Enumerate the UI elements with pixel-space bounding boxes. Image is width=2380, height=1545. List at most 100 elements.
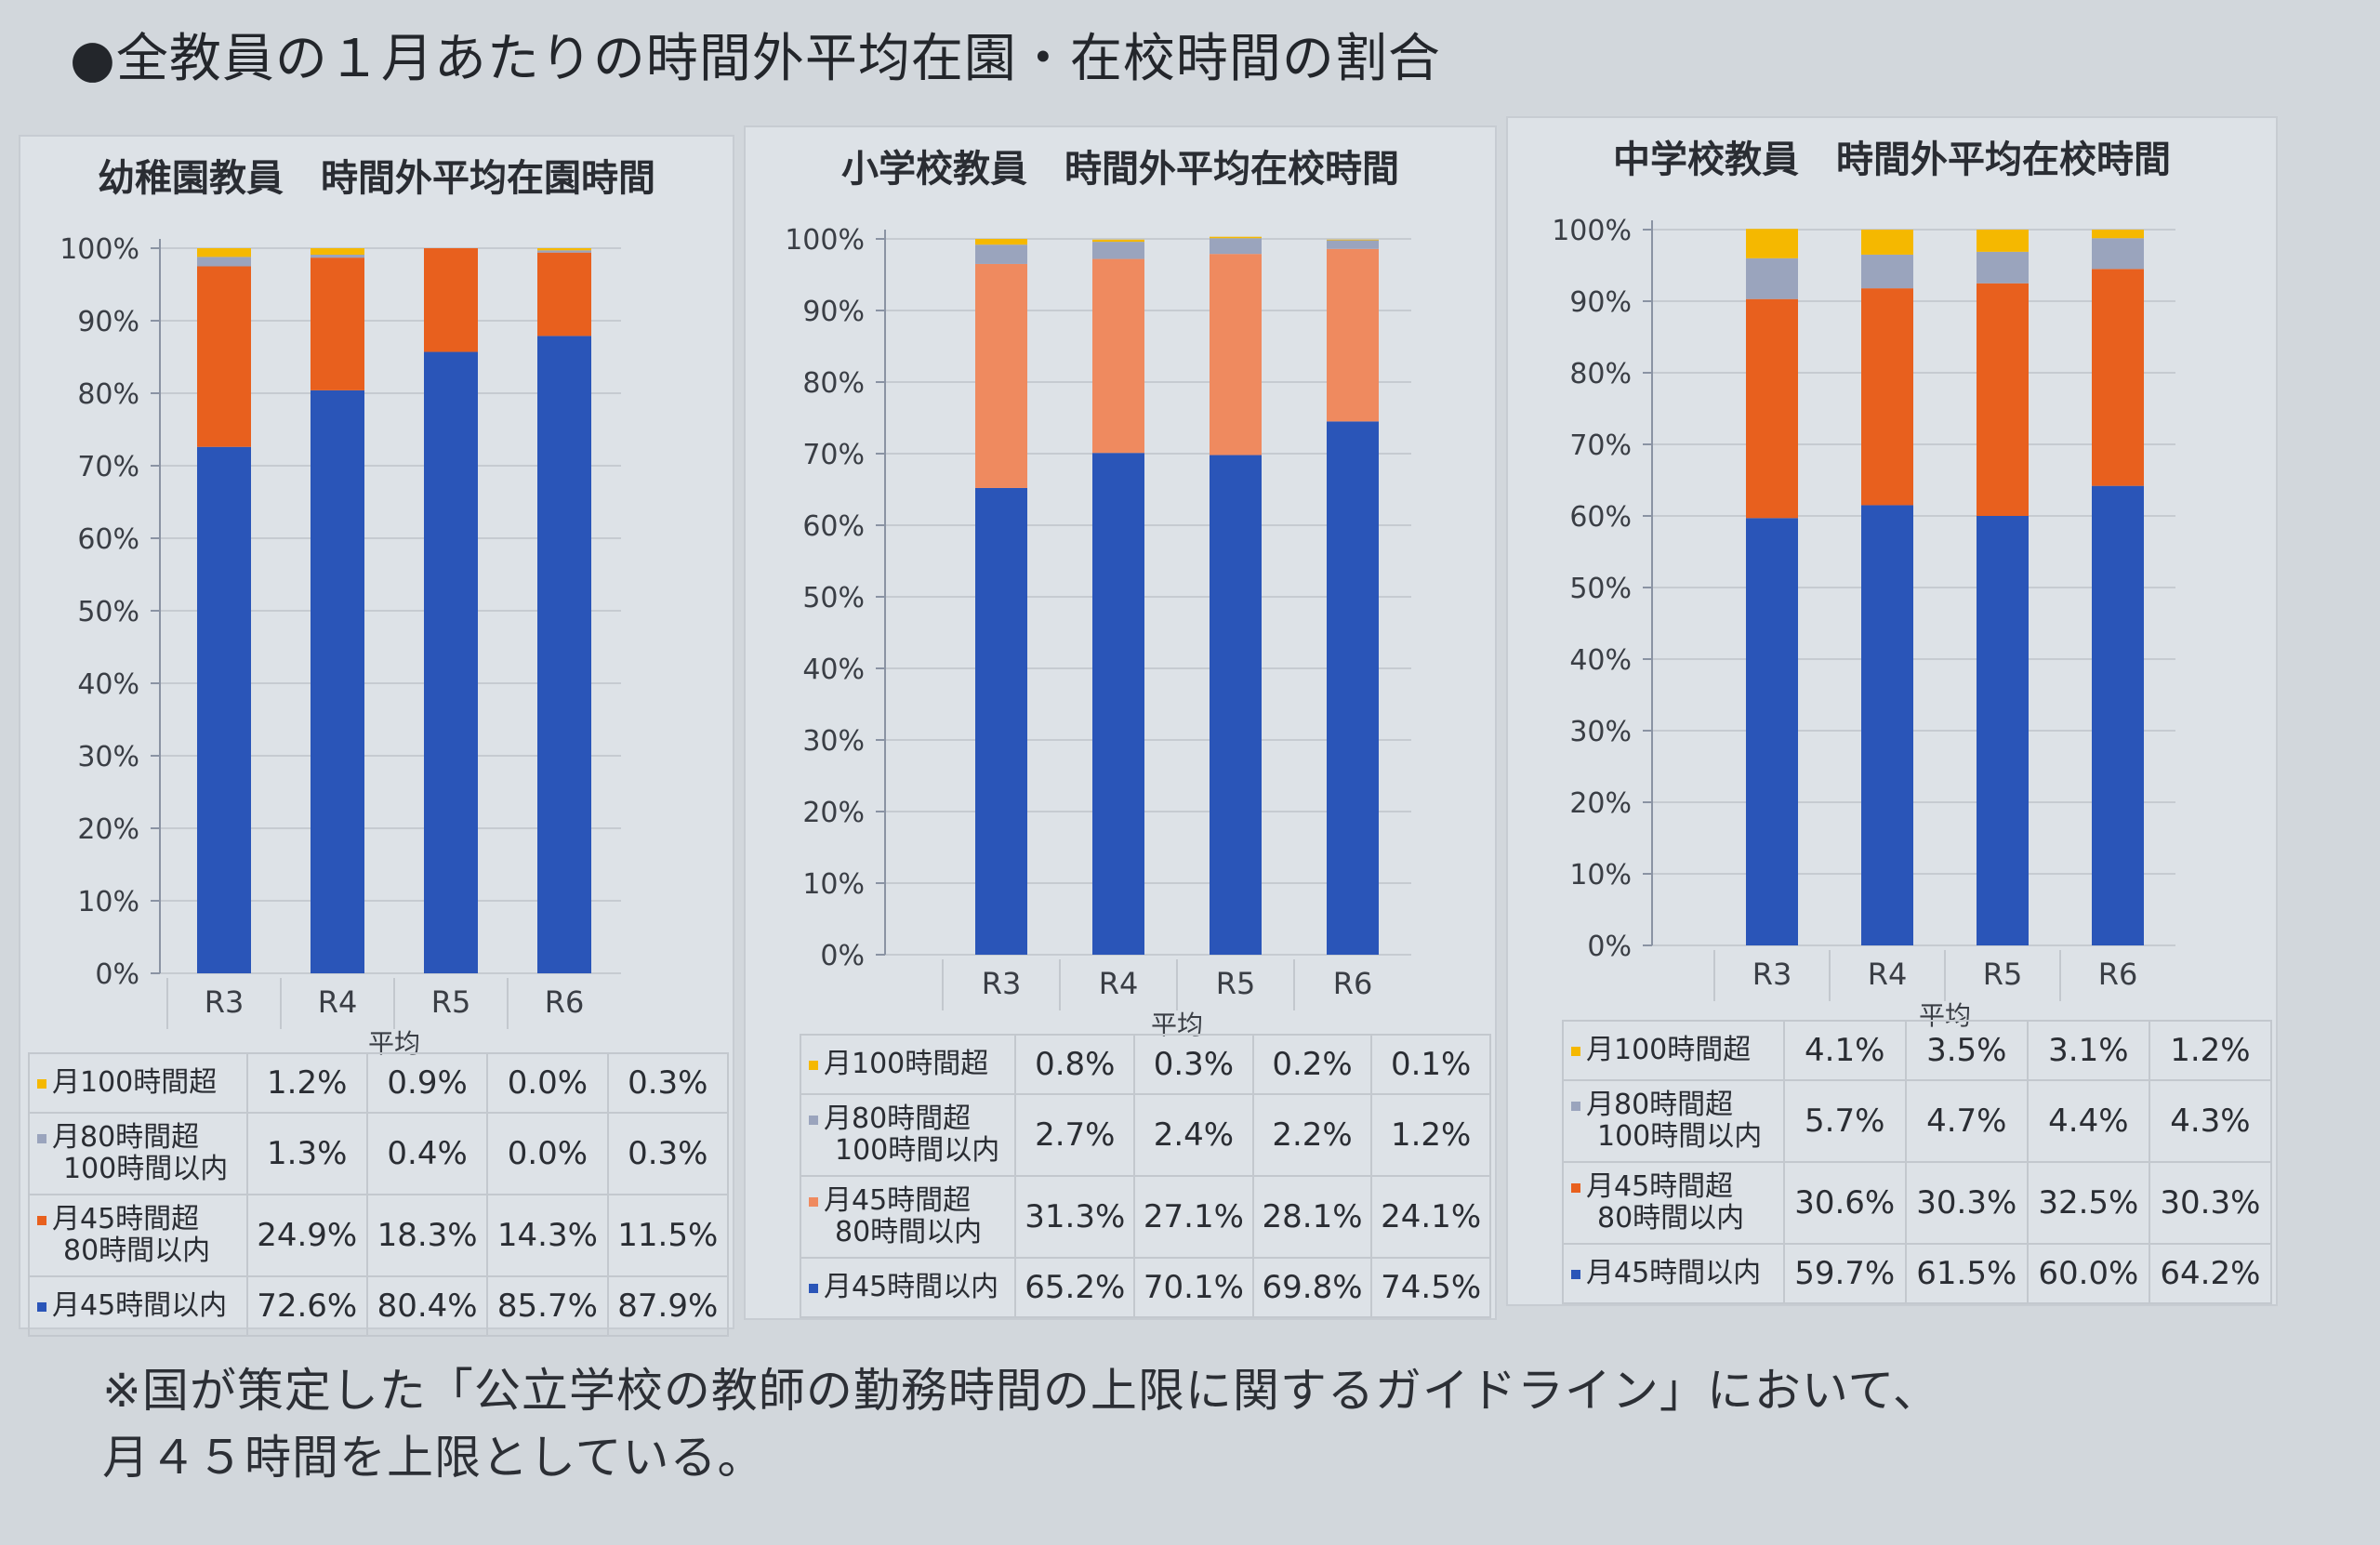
table-row: 月45時間以内 72.6% 80.4% 85.7% 87.9% [28,1275,730,1337]
bar-segment [2092,230,2144,239]
legend-label: 月100時間超 [28,1052,248,1114]
y-tick-label: 80% [802,367,865,400]
data-label: 2.4% [1133,1093,1254,1177]
legend-label-line: 月45時間超 [1571,1171,1778,1203]
legend-label: 月45時間以内 [1562,1243,1785,1304]
legend-label-line: 月80時間超 [37,1122,241,1154]
bar-segment [1092,453,1144,956]
x-tick-label: R3 [1752,957,1792,992]
data-label: 28.1% [1251,1175,1373,1259]
data-label: 1.2% [1370,1093,1491,1177]
x-tick-label: R4 [1099,966,1139,1001]
bar-segment [1327,239,1379,241]
legend-swatch [809,1060,818,1070]
data-label: 5.7% [1782,1079,1907,1163]
y-tick-label: 40% [802,654,865,686]
data-table: 月100時間超 1.2% 0.9% 0.0% 0.3% 月80時間超 100時間以内 1.3%… [28,1052,730,1337]
data-label: 3.1% [2026,1020,2150,1081]
y-tick-label: 60% [802,510,865,543]
y-tick-label: 60% [1569,501,1632,534]
x-tick-label: R5 [1983,957,2023,992]
data-label: 1.2% [245,1052,368,1114]
chart-title: 小学校教員 時間外平均在校時間 [841,148,1399,191]
bar-segment [975,263,1027,488]
y-tick-label: 70% [802,439,865,471]
legend-swatch [37,1133,46,1143]
y-tick-label: 90% [1569,286,1632,319]
bar-segment [537,248,591,251]
bar-segment [1092,242,1144,259]
y-tick-label: 20% [77,813,139,846]
legend-label-line: 100時間以内 [1597,1120,1763,1153]
legend-label: 月100時間超 [1562,1020,1785,1081]
x-tick-label: R3 [982,966,1022,1001]
bar-segment [197,266,251,447]
y-tick-label: 80% [1569,358,1632,390]
x-tick-label: R3 [205,984,245,1020]
data-label: 30.6% [1782,1161,1907,1245]
data-label: 1.2% [2148,1020,2273,1081]
bar-segment [424,351,478,973]
y-tick-label: 40% [77,668,139,701]
x-tick-label: R6 [2098,957,2138,992]
table-row: 月45時間超 80時間以内 31.3% 27.1% 28.1% 24.1% [799,1175,1491,1259]
bar-segment [197,248,251,258]
footnote: ※国が策定した「公立学校の教師の勤務時間の上限に関するガイドライン」において、 … [102,1357,1940,1491]
y-tick-label: 50% [802,582,865,614]
legend-label: 月45時間以内 [28,1275,248,1337]
y-tick-label: 10% [802,868,865,901]
chart-panel-juniorhigh: 中学校教員 時間外平均在校時間 0% 10% 20% 30% 40% 50% 60% 70% 8… [1506,116,2278,1306]
data-label: 87.9% [606,1275,730,1337]
table-row: 月45時間以内 65.2% 70.1% 69.8% 74.5% [799,1257,1491,1318]
data-label: 32.5% [2026,1161,2150,1245]
data-label: 70.1% [1133,1257,1254,1318]
data-label: 4.4% [2026,1079,2150,1163]
y-tick-label: 90% [802,296,865,328]
bar-segment [1210,455,1262,955]
x-tick-label: R4 [1868,957,1908,992]
data-label: 61.5% [1904,1243,2029,1304]
legend-swatch [1571,1101,1580,1111]
data-label: 18.3% [365,1194,489,1277]
bar-segment [1977,251,2029,284]
legend-swatch [809,1196,818,1207]
x-tick-label: R5 [431,984,471,1020]
bar-segment [2092,269,2144,486]
y-tick-label: 90% [77,306,139,338]
legend-label-line: 月45時間以内 [809,1272,1009,1303]
bar-segment [311,248,364,256]
table-row: 月80時間超 100時間以内 1.3% 0.4% 0.0% 0.3% [28,1112,730,1195]
legend-label: 月100時間超 [799,1034,1017,1095]
table-row: 月45時間超 80時間以内 24.9% 18.3% 14.3% 11.5% [28,1194,730,1277]
page-title: ●全教員の１月あたりの時間外平均在園・在校時間の割合 [70,29,1441,89]
data-label: 0.0% [486,1112,609,1195]
bar-segment [311,258,364,390]
data-label: 0.2% [1251,1034,1373,1095]
bar-segment [197,257,251,267]
footnote-line-2: 月４５時間を上限としている。 [102,1431,765,1485]
chart-panel-elementary: 小学校教員 時間外平均在校時間 0% 10% 20% 30% 40% 50% 60% 70% 8… [744,125,1497,1320]
y-tick-label: 40% [1569,644,1632,677]
bar-segment [1092,239,1144,243]
legend-label-line: 月80時間超 [809,1103,1009,1135]
legend-swatch [37,1215,46,1225]
data-label: 4.1% [1782,1020,1907,1081]
bar-segment [1861,254,1913,289]
data-label: 4.3% [2148,1079,2273,1163]
legend-label-line: 月100時間超 [37,1067,241,1099]
legend-label-line: 月80時間超 [1571,1089,1778,1121]
table-row: 月100時間超 4.1% 3.5% 3.1% 1.2% [1562,1020,2273,1081]
y-tick-label: 100% [1552,215,1632,247]
legend-label-line: 月100時間超 [1571,1035,1778,1066]
bar-segment [2092,485,2144,945]
y-tick-label: 60% [77,523,139,556]
bar-segment [537,252,591,337]
bar-segment [1746,518,1798,945]
legend-swatch [1571,1269,1580,1279]
legend-label: 月80時間超 100時間以内 [1562,1079,1785,1163]
data-label: 0.8% [1014,1034,1136,1095]
x-tick-label: R4 [318,984,358,1020]
bar-segment [975,487,1027,955]
legend-label-line: 月45時間以内 [1571,1258,1778,1289]
footnote-line-1: ※国が策定した「公立学校の教師の勤務時間の上限に関するガイドライン」において、 [102,1364,1940,1418]
